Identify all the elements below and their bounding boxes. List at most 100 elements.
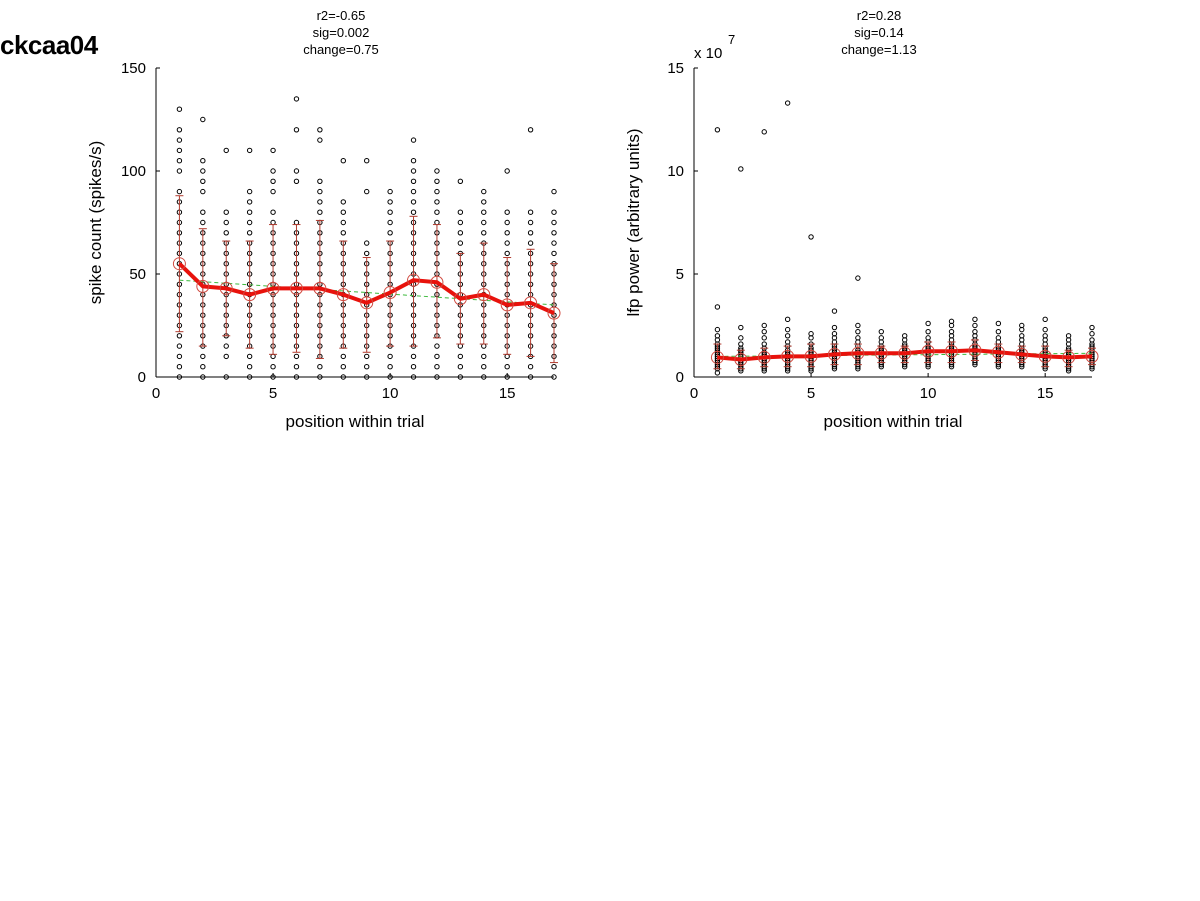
data-point — [738, 341, 744, 347]
data-point — [246, 147, 253, 154]
stat-label: sig=0.002 — [313, 25, 370, 40]
data-point — [1042, 316, 1048, 323]
x-tick-label: 15 — [499, 385, 516, 402]
mean-marker — [477, 288, 491, 302]
x-tick-label: 10 — [382, 385, 399, 402]
data-point — [317, 209, 323, 215]
data-point — [457, 343, 464, 349]
data-point — [293, 364, 300, 370]
data-point — [948, 328, 955, 335]
mean-marker — [243, 288, 257, 302]
data-point — [410, 168, 417, 174]
y-axis-label: spike count (spikes/s) — [86, 141, 105, 304]
y-tick-label: 0 — [676, 369, 684, 386]
data-point — [434, 219, 440, 226]
stat-label: r2=-0.65 — [317, 8, 366, 23]
data-point — [340, 364, 346, 370]
data-point — [223, 374, 229, 380]
mean-marker — [781, 349, 795, 363]
mean-marker — [945, 344, 959, 358]
data-point — [995, 320, 1002, 327]
data-point — [925, 335, 931, 341]
data-point — [387, 209, 393, 215]
x-axis-label: position within trial — [286, 412, 425, 431]
mean-marker — [757, 350, 771, 364]
x-axis-label: position within trial — [824, 412, 963, 431]
data-point — [340, 199, 346, 205]
data-point — [223, 343, 229, 349]
y-tick-label: 50 — [129, 266, 146, 283]
data-point — [457, 364, 464, 370]
data-point — [270, 147, 276, 154]
data-point — [504, 209, 510, 215]
data-point — [457, 219, 464, 226]
data-point — [714, 333, 721, 339]
data-point — [761, 322, 767, 329]
x-tick-label: 15 — [1037, 385, 1054, 402]
mean-marker — [1015, 347, 1029, 361]
data-point — [200, 188, 206, 195]
mean-marker — [407, 273, 421, 287]
data-point — [293, 374, 300, 380]
data-point — [317, 188, 323, 195]
data-point — [831, 331, 838, 337]
data-point — [714, 304, 721, 310]
data-point — [270, 374, 276, 380]
mean-marker — [360, 296, 374, 310]
data-point — [972, 328, 978, 335]
data-point — [246, 230, 253, 236]
data-point — [293, 353, 300, 360]
data-point — [410, 353, 417, 360]
data-point — [527, 127, 534, 133]
data-point — [340, 374, 346, 380]
mean-marker — [336, 288, 350, 302]
data-point — [481, 188, 487, 195]
stat-label: sig=0.14 — [854, 25, 904, 40]
data-point — [176, 343, 183, 349]
data-point — [457, 209, 464, 215]
data-point — [340, 230, 346, 236]
data-point — [270, 188, 276, 195]
data-point — [317, 137, 323, 143]
data-point — [738, 335, 744, 341]
data-point — [972, 322, 978, 329]
data-point — [223, 230, 229, 236]
data-point — [387, 230, 393, 236]
data-point — [925, 328, 931, 335]
mean-marker — [991, 345, 1005, 359]
data-point — [246, 374, 253, 380]
data-point — [808, 331, 814, 337]
x-tick-label: 5 — [269, 385, 277, 402]
data-point — [176, 364, 183, 370]
mean-marker — [874, 346, 888, 360]
data-point — [457, 353, 464, 360]
x-tick-label: 0 — [690, 385, 698, 402]
data-point — [1089, 337, 1095, 343]
data-point — [410, 178, 417, 185]
mean-marker — [734, 352, 748, 366]
mean-marker — [851, 346, 865, 360]
data-point — [527, 374, 534, 380]
data-point — [551, 250, 557, 257]
data-point — [481, 230, 487, 236]
data-point — [410, 188, 417, 195]
data-point — [246, 219, 253, 226]
data-point — [317, 178, 323, 185]
data-point — [387, 353, 393, 360]
data-point — [761, 341, 767, 347]
data-point — [714, 127, 721, 133]
data-point — [387, 188, 393, 195]
mean-marker — [1085, 349, 1099, 363]
stat-label: change=0.75 — [303, 42, 379, 57]
data-point — [551, 374, 557, 380]
data-point — [293, 178, 300, 185]
stat-label: change=1.13 — [841, 42, 917, 57]
mean-marker — [1038, 349, 1052, 363]
data-point — [176, 333, 183, 339]
data-point — [457, 230, 464, 236]
data-point — [551, 188, 557, 195]
data-point — [878, 335, 884, 341]
data-point — [176, 147, 183, 154]
